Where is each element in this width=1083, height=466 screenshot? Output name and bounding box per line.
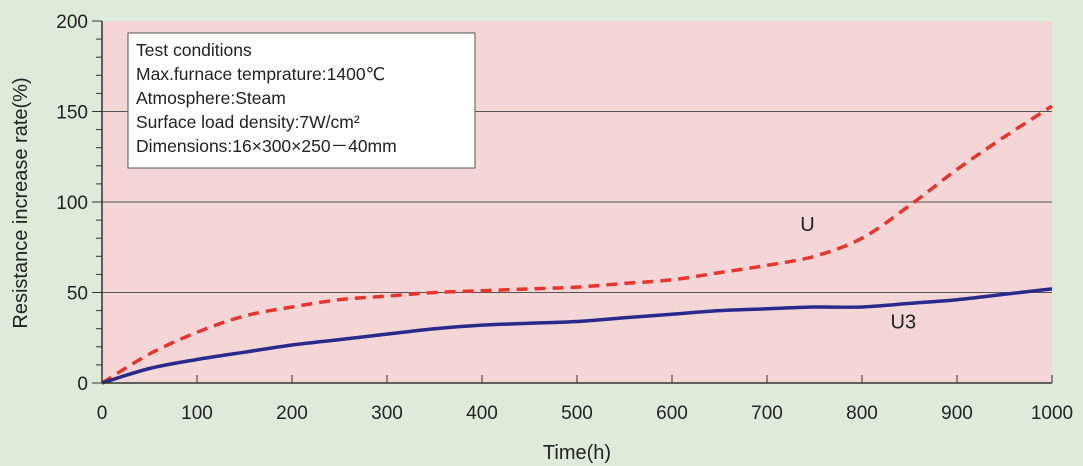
- x-tick-label-300: 300: [371, 403, 403, 424]
- x-tick-label-800: 800: [846, 403, 878, 424]
- y-tick-label-150: 150: [56, 103, 88, 124]
- info-line-temperature: Max.furnace temprature:1400℃: [136, 64, 385, 84]
- series-layer: U U3: [101, 104, 1053, 385]
- x-tick-label-1000: 1000: [1031, 403, 1073, 424]
- info-line-surface-load: Surface load density:7W/cm²: [136, 112, 360, 132]
- info-line-atmosphere: Atmosphere:Steam: [136, 88, 286, 108]
- x-tick-label-400: 400: [466, 403, 498, 424]
- y-tick-label-100: 100: [56, 193, 88, 214]
- info-box: Test conditions Max.furnace temprature:1…: [127, 32, 476, 169]
- x-axis-title: Time(h): [543, 442, 611, 464]
- x-tick-label-0: 0: [97, 403, 108, 424]
- series-label-u: U: [800, 214, 814, 236]
- y-axis-title: Resistance increase rate(%): [10, 77, 32, 328]
- x-tick-label-600: 600: [656, 403, 688, 424]
- x-tick-label-700: 700: [751, 403, 783, 424]
- axes-layer: 0 50 100 150 200 0 100 200 300 400 500 600 700 800 900…: [56, 12, 1073, 424]
- y-tick-label-0: 0: [77, 374, 88, 395]
- info-line-title: Test conditions: [136, 40, 252, 60]
- x-tick-label-200: 200: [276, 403, 308, 424]
- x-tick-label-900: 900: [941, 403, 973, 424]
- series-label-u3: U3: [891, 312, 917, 334]
- info-box-background: [127, 32, 476, 169]
- y-tick-label-200: 200: [56, 12, 88, 33]
- x-tick-label-100: 100: [181, 403, 213, 424]
- y-tick-label-50: 50: [67, 284, 88, 305]
- series-line-u: [101, 104, 1053, 385]
- x-tick-label-500: 500: [561, 403, 593, 424]
- info-line-dimensions: Dimensions:16×300×250－40mm: [136, 136, 397, 156]
- series-line-u3: [101, 287, 1053, 385]
